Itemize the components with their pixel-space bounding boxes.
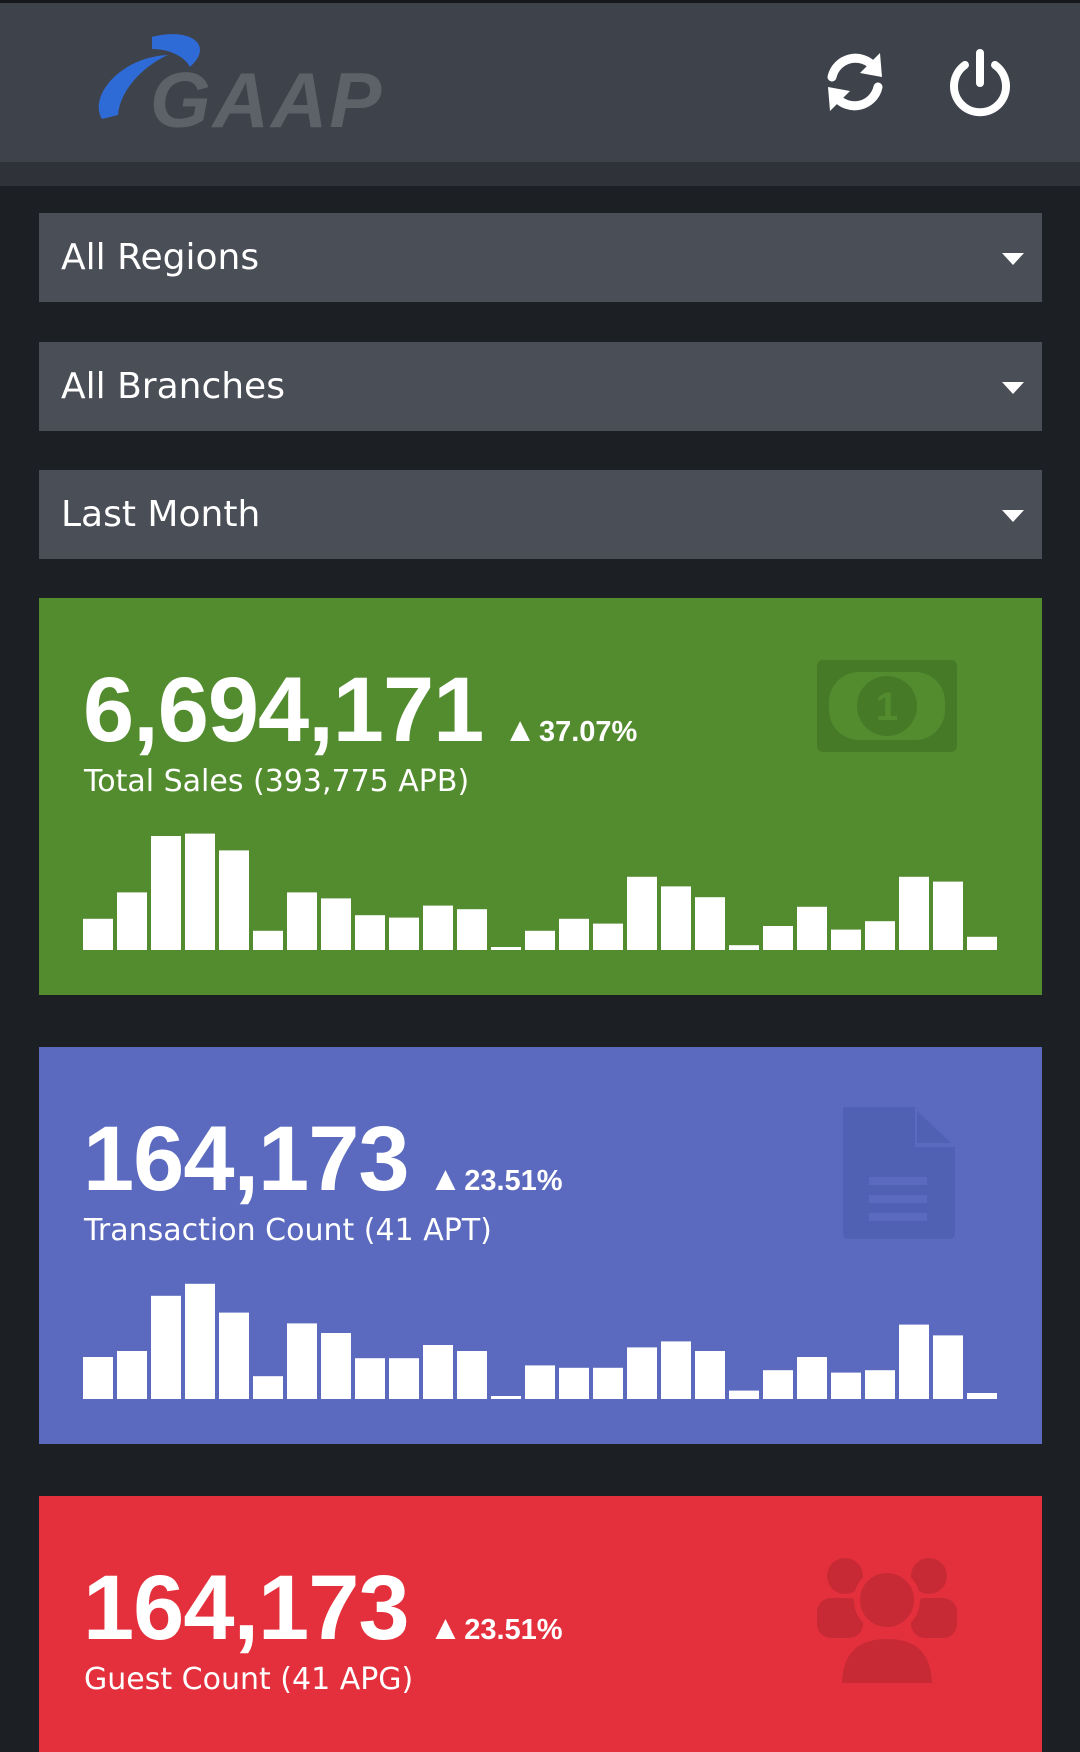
sparkline-bar	[797, 1357, 827, 1399]
sparkline-bar	[593, 1367, 623, 1399]
sparkline-bar	[729, 945, 759, 950]
period-select-value: Last Month	[61, 494, 261, 535]
sparkline-bar	[491, 947, 521, 950]
chevron-down-icon	[1002, 382, 1024, 394]
money-bill-icon: 1	[817, 660, 957, 752]
logo-text: GAAP	[150, 56, 384, 144]
sparkline-bar	[185, 1283, 215, 1399]
sparkline-bar	[151, 836, 181, 950]
svg-text:1: 1	[876, 685, 898, 729]
sparkline-bar	[899, 876, 929, 950]
guest-count-label: Guest Count (41 APG)	[84, 1662, 414, 1697]
sparkline-bar	[219, 1312, 249, 1399]
total-sales-card[interactable]: 6,694,171 ▲37.07% Total Sales (393,775 A…	[39, 598, 1042, 995]
guest-count-change-value: 23.51%	[464, 1614, 563, 1646]
sparkline-bar	[831, 1372, 861, 1399]
transaction-count-card[interactable]: 164,173 ▲23.51% Transaction Count (41 AP…	[39, 1047, 1042, 1444]
sparkline-bar	[661, 1341, 691, 1399]
sparkline-bar	[253, 930, 283, 950]
sparkline-bar	[865, 1370, 895, 1399]
sparkline-bar	[797, 906, 827, 950]
transaction-count-label: Transaction Count (41 APT)	[84, 1213, 492, 1248]
sparkline-bar	[661, 886, 691, 950]
total-sales-metric: 6,694,171 ▲37.07%	[83, 658, 637, 763]
sparkline-bar	[423, 905, 453, 950]
power-icon[interactable]	[945, 47, 1015, 117]
sparkline-bar	[865, 921, 895, 950]
sparkline-bar	[525, 930, 555, 950]
logo-swoosh-icon	[98, 34, 201, 119]
sparkline-bar	[219, 850, 249, 950]
sparkline-bar	[389, 917, 419, 950]
sparkline-bar	[967, 936, 997, 950]
trend-up-icon: ▲	[428, 1609, 463, 1647]
sparkline-bar	[355, 915, 385, 950]
sparkline-bar	[287, 892, 317, 950]
sparkline-bar	[559, 1367, 589, 1399]
region-select[interactable]: All Regions	[39, 213, 1042, 302]
total-sales-change: ▲37.07%	[503, 711, 637, 750]
sparkline-bar	[457, 909, 487, 950]
sparkline-bar	[695, 897, 725, 950]
sparkline-bar	[559, 918, 589, 950]
total-sales-sparkline	[83, 833, 997, 950]
header-divider	[0, 162, 1080, 186]
trend-up-icon: ▲	[503, 711, 537, 749]
gaap-logo: GAAP	[90, 27, 381, 144]
document-icon	[843, 1107, 955, 1239]
app-header: GAAP	[0, 0, 1080, 162]
sparkline-bar	[899, 1324, 929, 1399]
sparkline-bar	[151, 1295, 181, 1399]
period-select[interactable]: Last Month	[39, 470, 1042, 559]
sparkline-bar	[593, 923, 623, 950]
sparkline-bar	[457, 1351, 487, 1399]
total-sales-label: Total Sales (393,775 APB)	[84, 764, 470, 799]
transaction-count-metric: 164,173 ▲23.51%	[83, 1107, 563, 1212]
sparkline-bar	[763, 1370, 793, 1399]
sparkline-bar	[287, 1323, 317, 1399]
sparkline-bar	[933, 881, 963, 950]
sparkline-bar	[83, 918, 113, 950]
sparkline-bar	[389, 1358, 419, 1399]
transaction-count-sparkline	[83, 1283, 997, 1399]
sparkline-bar	[423, 1345, 453, 1399]
chevron-down-icon	[1002, 510, 1024, 522]
refresh-icon[interactable]	[820, 47, 890, 117]
branch-select[interactable]: All Branches	[39, 342, 1042, 431]
sparkline-bar	[967, 1393, 997, 1399]
transaction-count-value: 164,173	[83, 1108, 410, 1210]
sparkline-bar	[695, 1351, 725, 1399]
region-select-value: All Regions	[61, 237, 260, 278]
guest-count-change: ▲23.51%	[429, 1609, 563, 1648]
sparkline-bar	[763, 926, 793, 950]
total-sales-value: 6,694,171	[83, 659, 484, 761]
sparkline-bar	[253, 1376, 283, 1399]
sparkline-bar	[491, 1396, 521, 1399]
trend-up-icon: ▲	[428, 1160, 463, 1198]
total-sales-change-value: 37.07%	[538, 716, 638, 748]
sparkline-bar	[185, 833, 215, 950]
sparkline-bar	[321, 1333, 351, 1399]
guest-count-metric: 164,173 ▲23.51%	[83, 1556, 563, 1661]
guest-count-value: 164,173	[83, 1557, 410, 1659]
users-icon	[817, 1558, 957, 1689]
transaction-count-change-value: 23.51%	[464, 1165, 563, 1197]
sparkline-bar	[525, 1365, 555, 1399]
sparkline-bar	[627, 1347, 657, 1399]
sparkline-bar	[933, 1335, 963, 1399]
chevron-down-icon	[1002, 253, 1024, 265]
transaction-count-change: ▲23.51%	[429, 1160, 563, 1199]
guest-count-card[interactable]: 164,173 ▲23.51% Guest Count (41 APG)	[39, 1496, 1042, 1752]
sparkline-bar	[117, 1351, 147, 1399]
sparkline-bar	[321, 898, 351, 950]
sparkline-bar	[117, 892, 147, 950]
sparkline-bar	[831, 929, 861, 950]
sparkline-bar	[83, 1357, 113, 1399]
sparkline-bar	[627, 876, 657, 950]
sparkline-bar	[355, 1358, 385, 1399]
branch-select-value: All Branches	[61, 366, 285, 407]
sparkline-bar	[729, 1390, 759, 1399]
